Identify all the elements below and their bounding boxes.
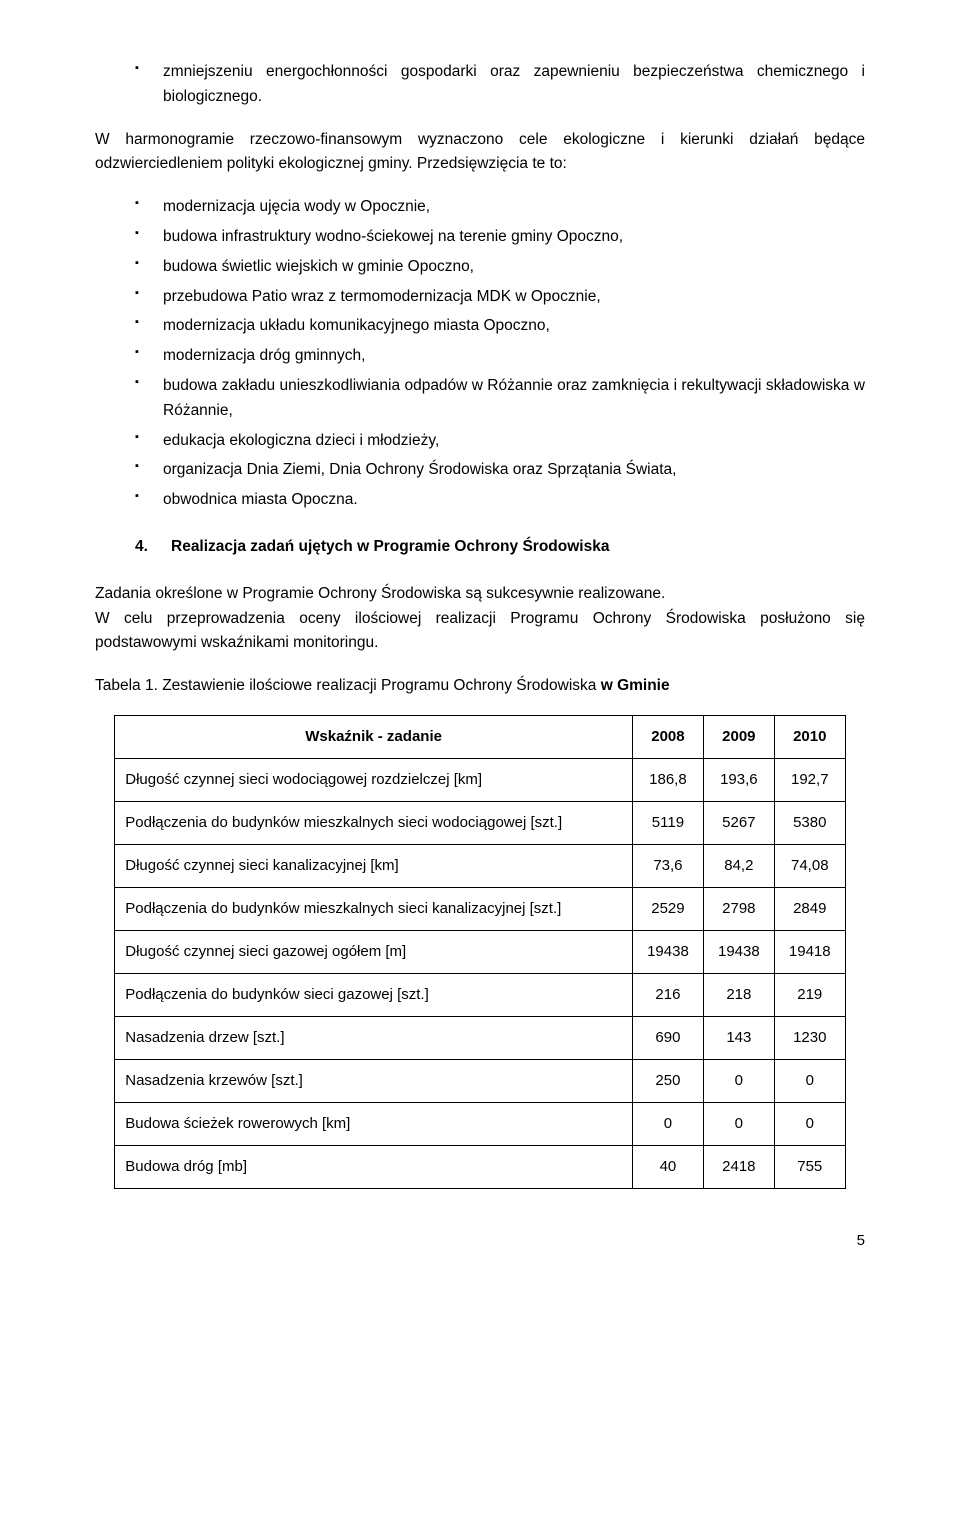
header-year-1: 2009 [703,715,774,758]
row-value: 2529 [632,887,703,930]
row-value: 186,8 [632,758,703,801]
row-value: 0 [703,1059,774,1102]
row-label: Nasadzenia krzewów [szt.] [115,1059,633,1102]
row-value: 5119 [632,801,703,844]
row-value: 143 [703,1016,774,1059]
row-value: 192,7 [774,758,845,801]
row-value: 216 [632,973,703,1016]
section-number: 4. [135,535,148,560]
table-row: Długość czynnej sieci kanalizacyjnej [km… [115,844,846,887]
list-item: modernizacja układu komunikacyjnego mias… [135,314,865,339]
table-row: Długość czynnej sieci wodociągowej rozdz… [115,758,846,801]
list-item: organizacja Dnia Ziemi, Dnia Ochrony Śro… [135,458,865,483]
table-row: Nasadzenia krzewów [szt.]25000 [115,1059,846,1102]
table-header-row: Wskaźnik - zadanie 2008 2009 2010 [115,715,846,758]
row-label: Długość czynnej sieci wodociągowej rozdz… [115,758,633,801]
table-head: Wskaźnik - zadanie 2008 2009 2010 [115,715,846,758]
row-label: Długość czynnej sieci kanalizacyjnej [km… [115,844,633,887]
row-label: Podłączenia do budynków sieci gazowej [s… [115,973,633,1016]
list-item: budowa świetlic wiejskich w gminie Opocz… [135,255,865,280]
header-year-0: 2008 [632,715,703,758]
indicators-table: Wskaźnik - zadanie 2008 2009 2010 Długoś… [114,715,846,1189]
enterprise-bullet-list: modernizacja ujęcia wody w Opocznie, budo… [95,195,865,513]
list-item: obwodnica miasta Opoczna. [135,488,865,513]
row-value: 84,2 [703,844,774,887]
table-row: Podłączenia do budynków mieszkalnych sie… [115,801,846,844]
header-year-2: 2010 [774,715,845,758]
row-label: Budowa dróg [mb] [115,1145,633,1188]
row-value: 0 [632,1102,703,1145]
row-label: Budowa ścieżek rowerowych [km] [115,1102,633,1145]
paragraph-3: W celu przeprowadzenia oceny ilościowej … [95,607,865,657]
row-value: 2798 [703,887,774,930]
list-item: modernizacja dróg gminnych, [135,344,865,369]
row-value: 2849 [774,887,845,930]
list-item: zmniejszeniu energochłonności gospodarki… [135,60,865,110]
list-item: edukacja ekologiczna dzieci i młodzieży, [135,429,865,454]
row-value: 5267 [703,801,774,844]
row-value: 0 [774,1102,845,1145]
section-heading: 4. Realizacja zadań ujętych w Programie … [95,535,865,560]
row-value: 755 [774,1145,845,1188]
row-value: 19418 [774,930,845,973]
row-label: Nasadzenia drzew [szt.] [115,1016,633,1059]
row-value: 40 [632,1145,703,1188]
header-indicator: Wskaźnik - zadanie [115,715,633,758]
page-number: 5 [95,1229,865,1253]
list-item: przebudowa Patio wraz z termomodernizacj… [135,285,865,310]
paragraph-1: W harmonogramie rzeczowo-finansowym wyzn… [95,128,865,178]
list-item: modernizacja ujęcia wody w Opocznie, [135,195,865,220]
paragraph-2: Zadania określone w Programie Ochrony Śr… [95,582,865,607]
row-label: Podłączenia do budynków mieszkalnych sie… [115,801,633,844]
list-item: budowa zakładu unieszkodliwiania odpadów… [135,374,865,424]
row-value: 74,08 [774,844,845,887]
row-value: 219 [774,973,845,1016]
table-row: Nasadzenia drzew [szt.]6901431230 [115,1016,846,1059]
intro-bullet-list: zmniejszeniu energochłonności gospodarki… [95,60,865,110]
table-body: Długość czynnej sieci wodociągowej rozdz… [115,758,846,1188]
table-row: Budowa ścieżek rowerowych [km]000 [115,1102,846,1145]
row-value: 5380 [774,801,845,844]
row-value: 1230 [774,1016,845,1059]
row-value: 250 [632,1059,703,1102]
row-value: 19438 [703,930,774,973]
row-value: 690 [632,1016,703,1059]
section-title: Realizacja zadań ujętych w Programie Och… [171,538,609,555]
row-value: 193,6 [703,758,774,801]
row-value: 218 [703,973,774,1016]
table-caption-text: Tabela 1. Zestawienie ilościowe realizac… [95,677,601,694]
row-value: 0 [703,1102,774,1145]
row-value: 2418 [703,1145,774,1188]
table-caption: Tabela 1. Zestawienie ilościowe realizac… [95,674,865,699]
table-row: Długość czynnej sieci gazowej ogółem [m]… [115,930,846,973]
table-row: Budowa dróg [mb]402418755 [115,1145,846,1188]
row-value: 19438 [632,930,703,973]
row-label: Długość czynnej sieci gazowej ogółem [m] [115,930,633,973]
table-row: Podłączenia do budynków mieszkalnych sie… [115,887,846,930]
table-row: Podłączenia do budynków sieci gazowej [s… [115,973,846,1016]
table-caption-bold: w Gminie [601,677,670,694]
row-label: Podłączenia do budynków mieszkalnych sie… [115,887,633,930]
list-item: budowa infrastruktury wodno-ściekowej na… [135,225,865,250]
row-value: 73,6 [632,844,703,887]
row-value: 0 [774,1059,845,1102]
